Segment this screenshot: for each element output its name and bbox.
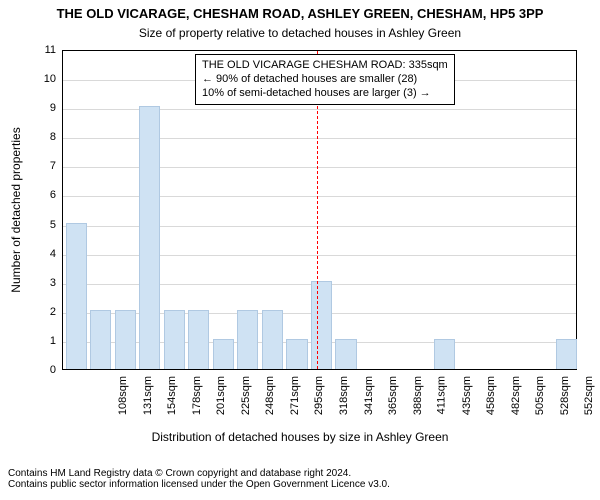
bar (286, 339, 307, 369)
x-tick-label: 201sqm (215, 376, 227, 415)
bar (237, 310, 258, 369)
y-tick-label: 5 (0, 219, 56, 231)
bar (335, 339, 356, 369)
x-tick-label: 528sqm (559, 376, 571, 415)
x-tick-label: 388sqm (412, 376, 424, 415)
x-tick-label: 225sqm (240, 376, 252, 415)
x-tick-label: 505sqm (534, 376, 546, 415)
caption-line1: Contains HM Land Registry data © Crown c… (8, 468, 600, 479)
x-tick-label: 411sqm (435, 376, 447, 414)
y-tick-label: 4 (0, 248, 56, 260)
x-tick-label: 178sqm (191, 376, 203, 415)
x-tick-label: 131sqm (142, 376, 154, 415)
bar (164, 310, 185, 369)
annotation-box: THE OLD VICARAGE CHESHAM ROAD: 335sqm ← … (195, 54, 455, 105)
bar (139, 106, 160, 369)
x-tick-label: 154sqm (166, 376, 178, 415)
x-tick-label: 318sqm (338, 376, 350, 415)
bar (311, 281, 332, 369)
y-tick-label: 1 (0, 335, 56, 347)
annotation-line1: THE OLD VICARAGE CHESHAM ROAD: 335sqm (202, 59, 448, 73)
annotation-line2: ← 90% of detached houses are smaller (28… (202, 73, 448, 87)
x-tick-label: 108sqm (117, 376, 129, 415)
x-tick-label: 552sqm (583, 376, 595, 415)
x-tick-label: 248sqm (265, 376, 277, 415)
property-size-chart: THE OLD VICARAGE, CHESHAM ROAD, ASHLEY G… (0, 0, 600, 500)
y-tick-label: 2 (0, 306, 56, 318)
x-tick-label: 295sqm (314, 376, 326, 415)
y-tick-label: 3 (0, 277, 56, 289)
x-tick-label: 435sqm (461, 376, 473, 415)
y-tick-label: 10 (0, 73, 56, 85)
y-tick-label: 0 (0, 364, 56, 376)
y-tick-label: 9 (0, 102, 56, 114)
chart-title: THE OLD VICARAGE, CHESHAM ROAD, ASHLEY G… (0, 6, 600, 21)
y-tick-label: 6 (0, 189, 56, 201)
x-tick-label: 271sqm (289, 376, 301, 415)
bar (188, 310, 209, 369)
x-tick-label: 365sqm (387, 376, 399, 415)
chart-subtitle: Size of property relative to detached ho… (0, 26, 600, 40)
bar (90, 310, 111, 369)
x-tick-label: 482sqm (510, 376, 522, 415)
bar (213, 339, 234, 369)
y-axis-label: Number of detached properties (9, 127, 23, 292)
x-axis-label: Distribution of detached houses by size … (0, 430, 600, 444)
annotation-line3: 10% of semi-detached houses are larger (… (202, 87, 448, 101)
y-tick-label: 8 (0, 131, 56, 143)
bar (115, 310, 136, 369)
bar (556, 339, 577, 369)
caption: Contains HM Land Registry data © Crown c… (8, 468, 600, 490)
bar (434, 339, 455, 369)
x-tick-label: 341sqm (363, 376, 375, 415)
y-tick-label: 7 (0, 160, 56, 172)
bar (66, 223, 87, 369)
caption-line2: Contains public sector information licen… (8, 479, 600, 490)
y-tick-label: 11 (0, 44, 56, 56)
x-tick-label: 458sqm (485, 376, 497, 415)
bar (262, 310, 283, 369)
